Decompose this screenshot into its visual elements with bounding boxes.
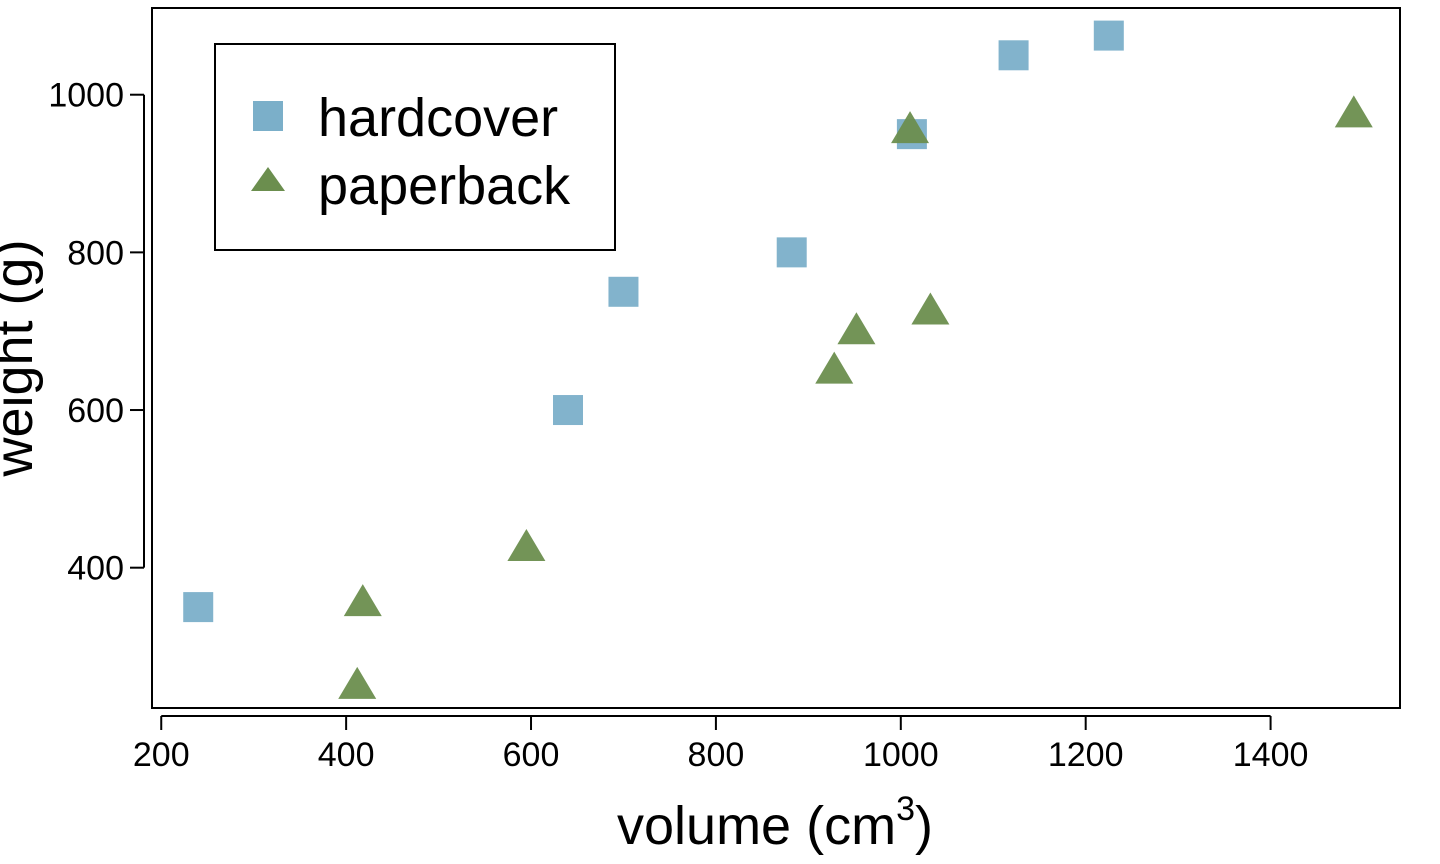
x-axis: 200 400 600 800 1000 1200 1400 <box>133 715 1309 774</box>
x-axis-title-main: volume (cm <box>617 796 896 856</box>
point-hardcover <box>1093 20 1124 51</box>
point-hardcover <box>776 237 807 268</box>
x-tick-label: 800 <box>688 736 745 774</box>
legend-box <box>214 43 616 251</box>
point-paperback <box>837 312 876 345</box>
data-points <box>183 20 1373 699</box>
point-paperback <box>891 111 930 144</box>
x-axis-title: volume (cm3) <box>617 790 933 856</box>
x-tick-label: 200 <box>133 736 190 774</box>
point-hardcover <box>998 40 1029 71</box>
point-paperback <box>1334 95 1373 128</box>
x-axis-title-superscript: 3 <box>896 790 915 828</box>
legend-label-hardcover: hardcover <box>318 88 558 148</box>
y-tick-label: 600 <box>67 392 124 430</box>
x-tick-label: 400 <box>318 736 375 774</box>
y-tick-label: 400 <box>67 550 124 588</box>
point-paperback <box>338 666 377 699</box>
y-axis: 400 600 800 1000 <box>48 77 145 588</box>
y-axis-title: weight (g) <box>0 239 44 477</box>
legend-marker-paperback <box>251 167 285 191</box>
legend: hardcover paperback <box>214 43 616 251</box>
point-paperback <box>507 528 546 561</box>
x-tick-label: 1400 <box>1233 736 1309 774</box>
x-tick-label: 600 <box>503 736 560 774</box>
legend-marker-hardcover <box>253 101 283 131</box>
point-hardcover <box>608 276 639 307</box>
point-paperback <box>815 351 854 384</box>
plot-frame <box>151 7 1401 709</box>
point-paperback <box>911 292 950 325</box>
legend-label-paperback: paperback <box>318 156 571 216</box>
x-tick-label: 1000 <box>863 736 939 774</box>
point-hardcover <box>553 395 583 426</box>
x-axis-title-suffix: ) <box>915 796 933 856</box>
x-tick-label: 1200 <box>1048 736 1124 774</box>
point-hardcover <box>183 592 214 623</box>
point-paperback <box>343 584 382 617</box>
y-tick-label: 1000 <box>48 77 124 115</box>
y-tick-label: 800 <box>67 234 124 272</box>
